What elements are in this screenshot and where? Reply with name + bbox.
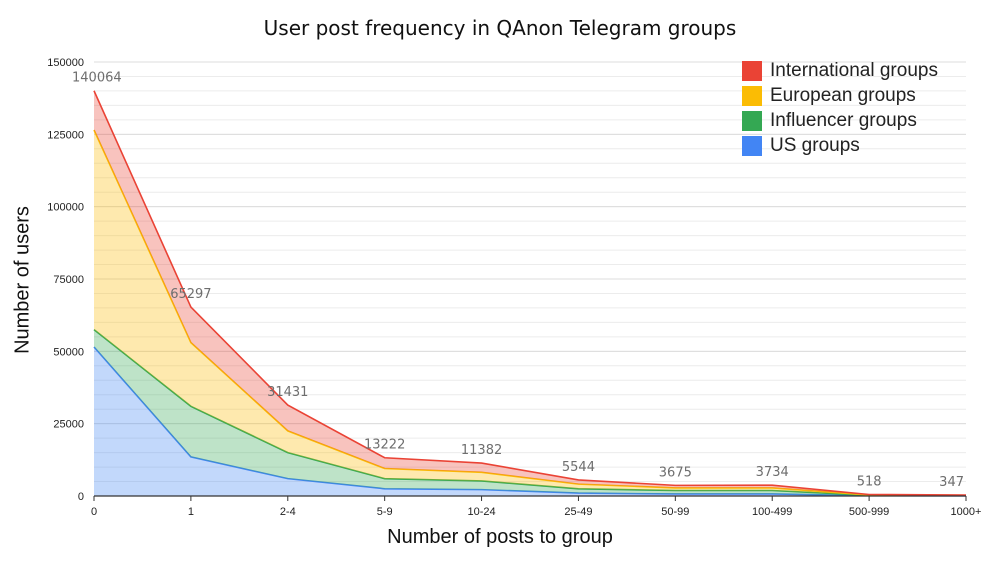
x-tick-label: 25-49 — [564, 506, 592, 518]
data-label: 3675 — [659, 465, 692, 480]
legend-swatch-european — [742, 85, 762, 106]
legend-label-european: European groups — [770, 84, 916, 106]
data-label: 65297 — [170, 287, 211, 302]
legend-label-us: US groups — [770, 134, 860, 156]
y-tick-label: 100000 — [47, 202, 84, 214]
line-european — [93, 129, 967, 497]
data-label: 31431 — [267, 385, 308, 400]
legend-item-us: US groups — [742, 133, 938, 158]
line-international — [93, 90, 967, 496]
y-tick-label: 50000 — [53, 346, 84, 358]
x-tick-label: 100-499 — [752, 506, 792, 518]
data-label: 518 — [857, 475, 882, 490]
legend-swatch-us — [742, 135, 762, 156]
legend-item-european: European groups — [742, 83, 938, 108]
x-tick-label: 0 — [91, 506, 97, 518]
y-tick-label: 125000 — [47, 129, 84, 141]
x-tick-label: 1 — [188, 506, 194, 518]
x-axis-title: Number of posts to group — [387, 526, 613, 548]
x-tick-label: 500-999 — [849, 506, 889, 518]
y-tick-label: 150000 — [47, 57, 84, 69]
y-tick-label: 25000 — [53, 419, 84, 431]
legend: International groups European groups Inf… — [742, 58, 938, 158]
x-tick-label: 50-99 — [661, 506, 689, 518]
x-tick-label: 10-24 — [467, 506, 495, 518]
data-label: 13222 — [364, 438, 405, 453]
line-influencer — [93, 329, 967, 497]
legend-item-international: International groups — [742, 58, 938, 83]
chart-title: User post frequency in QAnon Telegram gr… — [263, 16, 737, 40]
legend-label-international: International groups — [770, 59, 938, 81]
data-label: 5544 — [562, 460, 595, 475]
data-label: 140064 — [72, 71, 122, 86]
data-label: 347 — [939, 475, 964, 490]
line-us — [93, 346, 967, 497]
x-tick-label: 2-4 — [280, 506, 296, 518]
legend-swatch-international — [742, 60, 762, 81]
legend-label-influencer: Influencer groups — [770, 109, 917, 131]
y-tick-label: 75000 — [53, 274, 84, 286]
y-axis-title: Number of users — [11, 206, 34, 354]
data-label: 3734 — [756, 465, 789, 480]
area-us — [94, 346, 966, 496]
x-tick-label: 5-9 — [377, 506, 393, 518]
legend-item-influencer: Influencer groups — [742, 108, 938, 133]
data-label: 11382 — [461, 443, 502, 458]
y-tick-label: 0 — [78, 491, 84, 503]
x-tick-label: 1000+ — [951, 506, 982, 518]
legend-swatch-influencer — [742, 110, 762, 131]
